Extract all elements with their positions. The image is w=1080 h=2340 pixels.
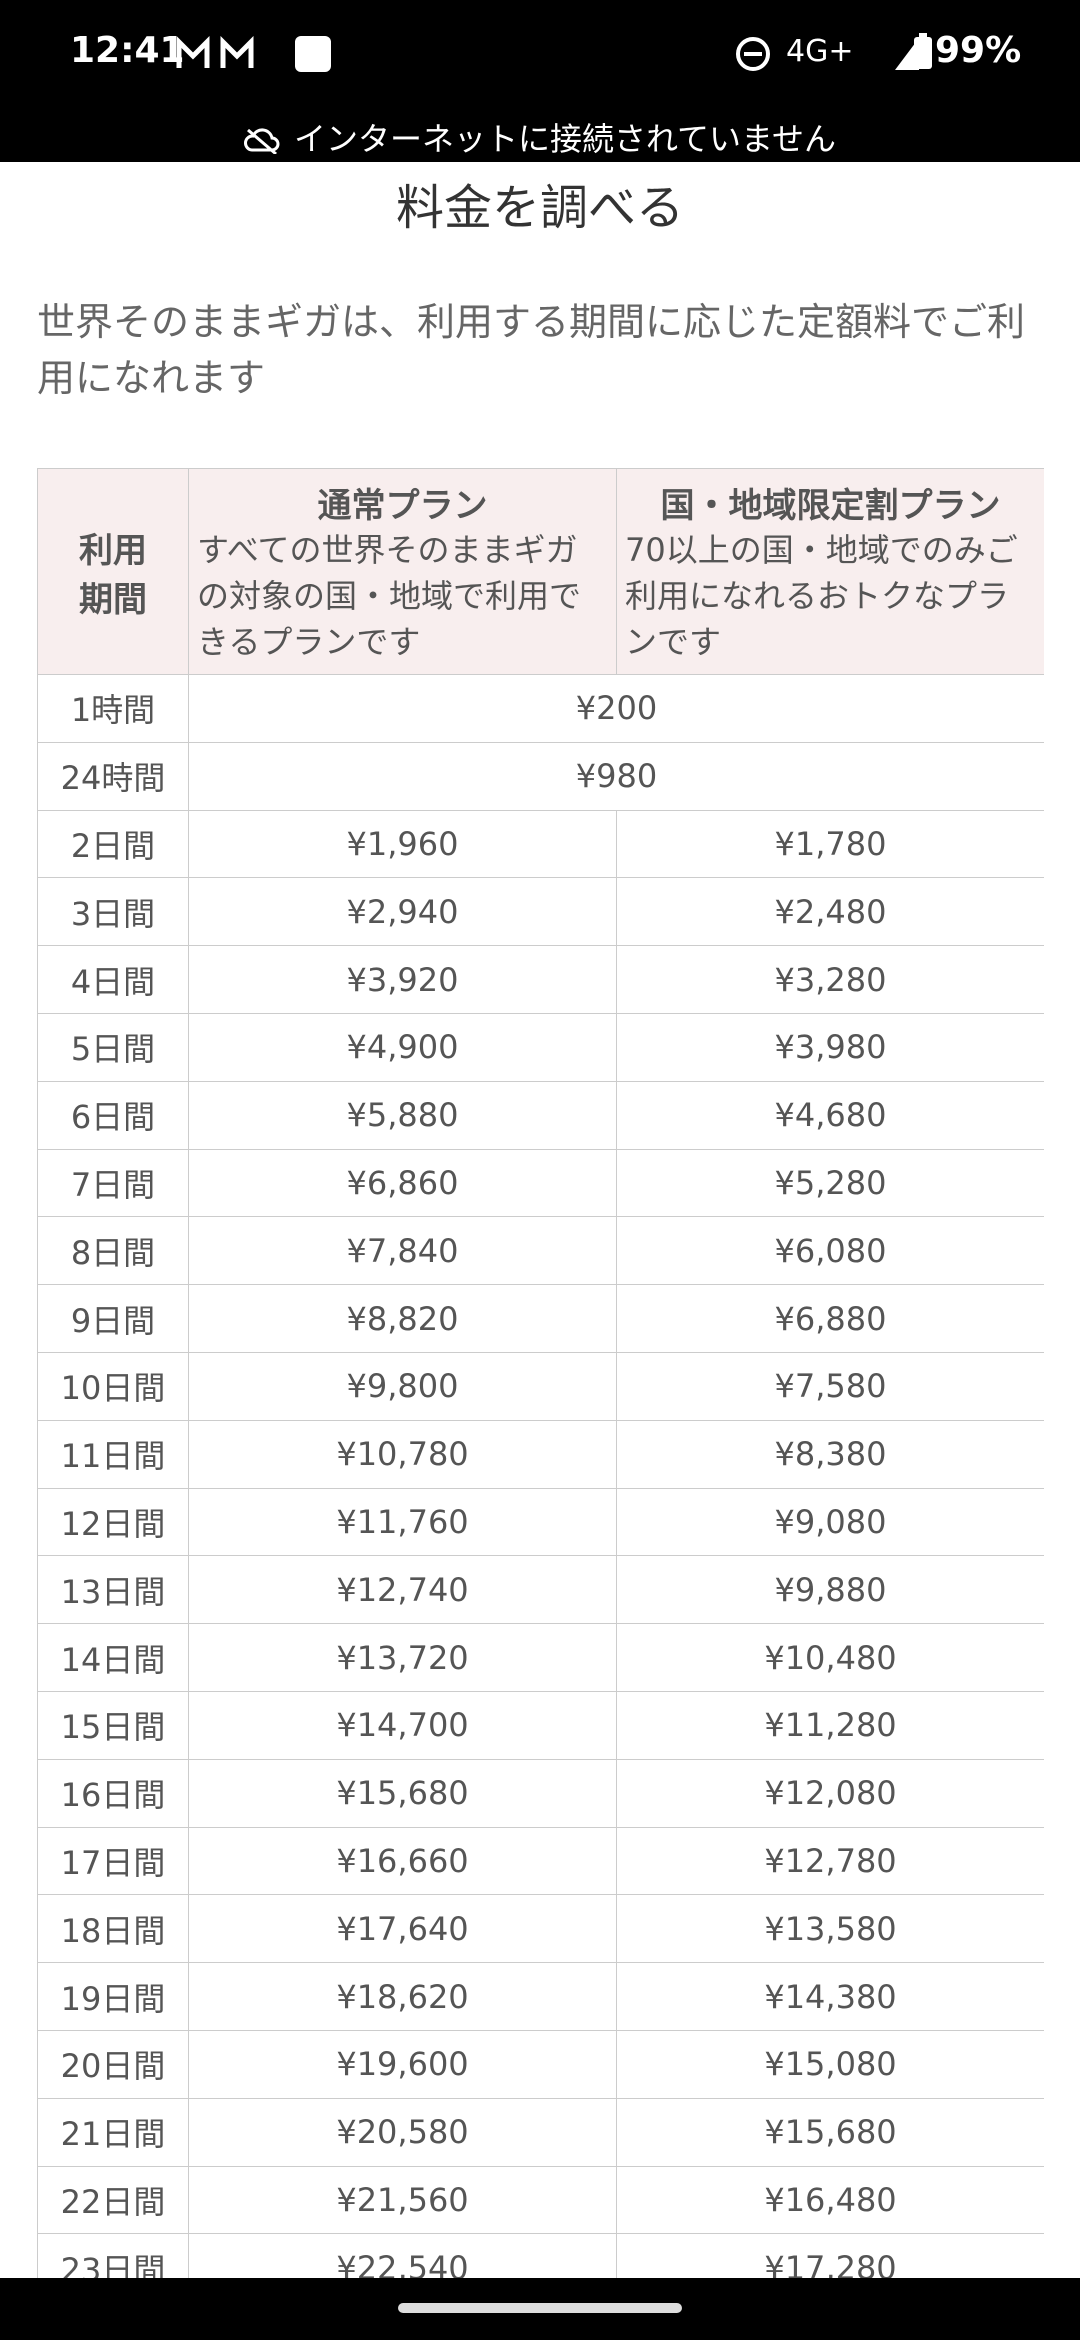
price-cell: ¥10,780 — [188, 1419, 617, 1489]
battery-icon — [914, 33, 932, 69]
price-cell: ¥21,560 — [188, 2165, 617, 2235]
offline-banner: インターネットに接続されていません — [0, 114, 1080, 160]
price-cell: ¥200 — [188, 674, 1044, 743]
price-cell: ¥16,480 — [616, 2165, 1044, 2235]
price-cell: ¥17,280 — [616, 2233, 1044, 2278]
period-cell: 4日間 — [37, 945, 189, 1014]
notification-icons — [176, 36, 331, 72]
price-cell: ¥3,280 — [616, 945, 1044, 1014]
price-cell: ¥3,980 — [616, 1013, 1044, 1082]
network: 4G+ — [786, 34, 854, 69]
battery: 99% — [935, 30, 1022, 71]
header-desc: 70以上の国・地域でのみご利用になれるおトクなプランです — [625, 531, 1018, 661]
price-cell: ¥5,880 — [188, 1080, 617, 1150]
price-cell: ¥4,680 — [616, 1080, 1044, 1150]
price-cell: ¥7,580 — [616, 1352, 1044, 1421]
period-cell: 9日間 — [37, 1284, 189, 1353]
price-cell: ¥6,080 — [616, 1216, 1044, 1286]
price-cell: ¥12,740 — [188, 1555, 617, 1625]
price-cell: ¥13,720 — [188, 1623, 617, 1692]
header-cell: 利用期間 — [37, 468, 189, 675]
header-name: 利用期間 — [79, 530, 147, 620]
period-cell: 10日間 — [37, 1352, 189, 1421]
intro-text: 世界そのままギガは、利用する期間に応じた定額料でご利用になれます — [37, 300, 1026, 400]
price-cell: ¥18,620 — [188, 1962, 617, 2031]
price-cell: ¥1,960 — [188, 809, 617, 879]
period-cell: 24時間 — [37, 741, 189, 811]
price-cell: ¥8,380 — [616, 1419, 1044, 1489]
period-cell: 23日間 — [37, 2233, 189, 2278]
period-cell: 12日間 — [37, 1487, 189, 1557]
period-cell: 3日間 — [37, 877, 189, 947]
price-table: 利用期間 通常プラン すべての世界そのままギガの対象の国・地域で利用できるプランです… — [37, 468, 1044, 2278]
header-desc: すべての世界そのままギガの対象の国・地域で利用できるプランです — [197, 531, 582, 661]
dnd-icon — [736, 37, 770, 71]
price-cell: ¥15,680 — [188, 1758, 617, 1828]
price-cell: ¥9,880 — [616, 1555, 1044, 1625]
header-cell: 国・地域限定割プラン 70以上の国・地域でのみご利用になれるおトクなプランです — [616, 468, 1044, 675]
period-cell: 16日間 — [37, 1758, 189, 1828]
price-cell: ¥12,780 — [616, 1826, 1044, 1896]
price-cell: ¥9,080 — [616, 1487, 1044, 1557]
status-bar: 12:41 4G+ 99% インターネットに接続されていません — [0, 0, 1080, 162]
page-title: 料金を調べる — [395, 180, 684, 236]
price-cell: ¥12,080 — [616, 1758, 1044, 1828]
price-cell: ¥1,780 — [616, 809, 1044, 879]
home-handle[interactable] — [398, 2303, 682, 2313]
period-cell: 18日間 — [37, 1894, 189, 1964]
period-cell: 11日間 — [37, 1419, 189, 1489]
cloud-off-icon — [243, 128, 280, 156]
period-cell: 17日間 — [37, 1826, 189, 1896]
period-cell: 14日間 — [37, 1623, 189, 1692]
period-cell: 13日間 — [37, 1555, 189, 1625]
price-cell: ¥14,700 — [188, 1691, 617, 1760]
period-cell: 6日間 — [37, 1080, 189, 1150]
banner-text: インターネットに接続されていません — [293, 120, 837, 158]
price-cell: ¥15,680 — [616, 2097, 1044, 2167]
price-cell: ¥2,480 — [616, 877, 1044, 947]
price-cell: ¥980 — [188, 741, 1044, 811]
price-cell: ¥22,540 — [188, 2233, 617, 2278]
period-cell: 5日間 — [37, 1013, 189, 1082]
price-cell: ¥16,660 — [188, 1826, 617, 1896]
price-cell: ¥13,580 — [616, 1894, 1044, 1964]
price-cell: ¥6,860 — [188, 1148, 617, 1218]
header-name: 国・地域限定割プラン — [660, 486, 1001, 526]
time: 12:41 — [70, 30, 185, 71]
price-cell: ¥20,580 — [188, 2097, 617, 2167]
period-cell: 22日間 — [37, 2165, 189, 2235]
price-cell: ¥6,880 — [616, 1284, 1044, 1353]
header-cell: 通常プランすべての世界そのままギガの対象の国・地域で利用できるプランです — [188, 468, 617, 675]
price-cell: ¥11,760 — [188, 1487, 617, 1557]
header-name: 通常プラン — [317, 486, 488, 526]
price-cell: ¥7,840 — [188, 1216, 617, 1286]
period-cell: 8日間 — [37, 1216, 189, 1286]
period-cell: 19日間 — [37, 1962, 189, 2031]
price-cell: ¥3,920 — [188, 945, 617, 1014]
period-cell: 2日間 — [37, 809, 189, 879]
period-cell: 20日間 — [37, 2030, 189, 2099]
period-cell: 7日間 — [37, 1148, 189, 1218]
price-cell: ¥11,280 — [616, 1691, 1044, 1760]
signal-battery-icon — [895, 38, 919, 70]
price-cell: ¥4,900 — [188, 1013, 617, 1082]
price-cell: ¥14,380 — [616, 1962, 1044, 2031]
price-cell: ¥19,600 — [188, 2030, 617, 2099]
period-cell: 15日間 — [37, 1691, 189, 1760]
period-cell: 21日間 — [37, 2097, 189, 2167]
price-cell: ¥17,640 — [188, 1894, 617, 1964]
price-cell: ¥15,080 — [616, 2030, 1044, 2099]
price-cell: ¥5,280 — [616, 1148, 1044, 1218]
price-cell: ¥8,820 — [188, 1284, 617, 1353]
price-cell: ¥10,480 — [616, 1623, 1044, 1692]
price-cell: ¥2,940 — [188, 877, 617, 947]
period-cell: 1時間 — [37, 674, 189, 743]
price-cell: ¥9,800 — [188, 1352, 617, 1421]
